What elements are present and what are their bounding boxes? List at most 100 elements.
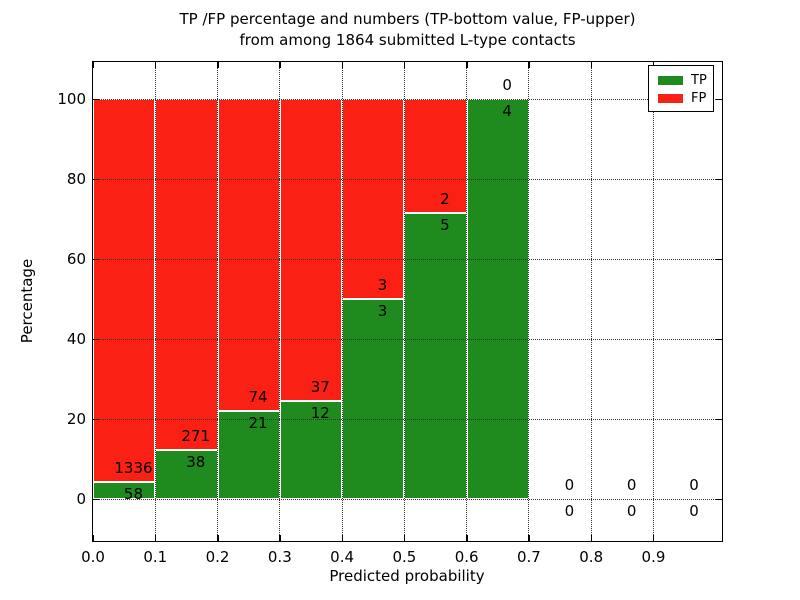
y-tick-mark bbox=[716, 338, 722, 341]
tp-count-label: 0 bbox=[689, 502, 699, 521]
tp-count-label: 58 bbox=[123, 485, 144, 504]
h-gridline bbox=[93, 418, 722, 420]
x-tick-label: 0.4 bbox=[330, 548, 355, 566]
h-gridline bbox=[93, 98, 722, 100]
fp-bar-segment bbox=[342, 99, 405, 300]
h-gridline bbox=[93, 498, 722, 500]
fp-count-label: 0 bbox=[626, 476, 637, 495]
fp-bar-segment bbox=[404, 99, 467, 214]
y-tick-label: 20 bbox=[66, 410, 86, 429]
x-tick-mark bbox=[279, 62, 281, 68]
x-tick-mark bbox=[652, 535, 655, 541]
tp-count-label: 38 bbox=[186, 452, 206, 471]
x-tick-mark bbox=[528, 62, 530, 68]
x-tick-mark bbox=[590, 62, 593, 68]
y-tick-label: 60 bbox=[66, 250, 86, 269]
tp-legend-label: TP bbox=[691, 72, 707, 88]
tp-bar-segment bbox=[279, 401, 343, 499]
x-tick-label: 0.3 bbox=[267, 548, 292, 566]
x-tick-mark bbox=[279, 535, 281, 541]
v-gridline bbox=[466, 62, 468, 541]
y-tick-mark bbox=[716, 98, 722, 101]
x-tick-mark bbox=[466, 62, 468, 68]
fp-count-label: 0 bbox=[689, 476, 699, 495]
x-tick-mark bbox=[528, 535, 530, 541]
x-tick-mark bbox=[341, 535, 344, 541]
v-gridline bbox=[652, 62, 654, 541]
y-tick-label: 0 bbox=[76, 490, 86, 509]
tp-count-label: 0 bbox=[626, 502, 637, 521]
x-tick-label: 0.2 bbox=[205, 548, 230, 566]
tp-bar-segment bbox=[217, 410, 280, 499]
y-tick-mark bbox=[716, 498, 722, 501]
y-tick-mark bbox=[93, 418, 99, 421]
fp-count-label: 3 bbox=[377, 276, 388, 295]
y-tick-label: 100 bbox=[57, 90, 86, 109]
y-tick-mark bbox=[93, 498, 99, 501]
tp-count-label: 21 bbox=[248, 413, 268, 432]
fp-count-label: 74 bbox=[248, 387, 268, 406]
fp-bar-segment bbox=[217, 99, 280, 411]
fp-count-label: 1336 bbox=[114, 459, 153, 478]
y-tick-mark bbox=[716, 418, 722, 421]
v-gridline bbox=[528, 62, 530, 541]
y-tick-mark bbox=[93, 178, 99, 181]
v-gridline bbox=[403, 62, 405, 541]
x-tick-label: 0.0 bbox=[81, 548, 105, 566]
x-tick-mark bbox=[217, 62, 219, 68]
v-gridline bbox=[590, 62, 592, 541]
x-tick-mark bbox=[154, 535, 157, 541]
h-gridline bbox=[93, 258, 722, 260]
tp-bar-segment bbox=[466, 99, 529, 499]
fp-bar-segment bbox=[93, 99, 156, 483]
tp-count-label: 3 bbox=[377, 302, 388, 321]
h-gridline bbox=[93, 338, 722, 340]
x-tick-mark bbox=[341, 62, 344, 68]
plot-area: 1336 58 271 38 74 21 37 12 3 3 2 5 0 4 0 0 0 0 0 0 bbox=[92, 61, 723, 542]
x-tick-mark bbox=[590, 535, 593, 541]
tp-count-label: 0 bbox=[564, 502, 575, 521]
tp-count-label: 5 bbox=[440, 216, 450, 235]
fp-count-label: 271 bbox=[181, 426, 211, 445]
tp-bar-segment bbox=[404, 213, 467, 499]
y-tick-mark bbox=[93, 258, 99, 261]
fp-count-label: 0 bbox=[502, 76, 512, 95]
v-gridline bbox=[279, 62, 281, 541]
legend-row-tp: TP bbox=[658, 71, 713, 89]
x-tick-mark bbox=[217, 535, 219, 541]
fp-legend-swatch bbox=[658, 93, 683, 103]
y-tick-mark bbox=[93, 98, 99, 101]
legend: TP FP bbox=[648, 65, 714, 112]
x-tick-mark bbox=[92, 62, 94, 68]
tp-count-label: 4 bbox=[502, 102, 512, 121]
v-gridline bbox=[154, 62, 156, 541]
x-tick-label: 0.5 bbox=[392, 548, 417, 566]
x-axis-label: Predicted probability bbox=[329, 567, 485, 585]
y-tick-label: 40 bbox=[66, 330, 86, 349]
x-tick-mark bbox=[403, 62, 406, 68]
fp-bar-segment bbox=[155, 99, 218, 450]
fp-legend-label: FP bbox=[691, 90, 707, 106]
fp-bar-segment bbox=[279, 99, 343, 402]
h-gridline bbox=[93, 178, 722, 180]
chart-title-line1: TP /FP percentage and numbers (TP-bottom… bbox=[179, 10, 636, 28]
fp-count-label: 2 bbox=[440, 190, 450, 209]
fp-count-label: 0 bbox=[564, 476, 575, 495]
tp-legend-swatch bbox=[658, 75, 683, 85]
y-tick-mark bbox=[716, 178, 722, 181]
legend-row-fp: FP bbox=[658, 89, 713, 107]
y-tick-label: 80 bbox=[66, 170, 86, 189]
y-tick-mark bbox=[716, 258, 722, 261]
chart-title-line2: from among 1864 submitted L-type contact… bbox=[239, 31, 576, 49]
tp-bar-segment bbox=[93, 482, 156, 499]
x-tick-mark bbox=[403, 535, 406, 541]
tp-bar-segment bbox=[155, 449, 218, 499]
fp-count-label: 37 bbox=[310, 378, 330, 397]
v-gridline bbox=[341, 62, 343, 541]
x-tick-label: 0.1 bbox=[143, 548, 168, 566]
x-tick-label: 0.6 bbox=[454, 548, 479, 566]
chart-title: TP /FP percentage and numbers (TP-bottom… bbox=[15, 9, 800, 51]
x-tick-mark bbox=[466, 535, 468, 541]
y-tick-mark bbox=[93, 338, 99, 341]
